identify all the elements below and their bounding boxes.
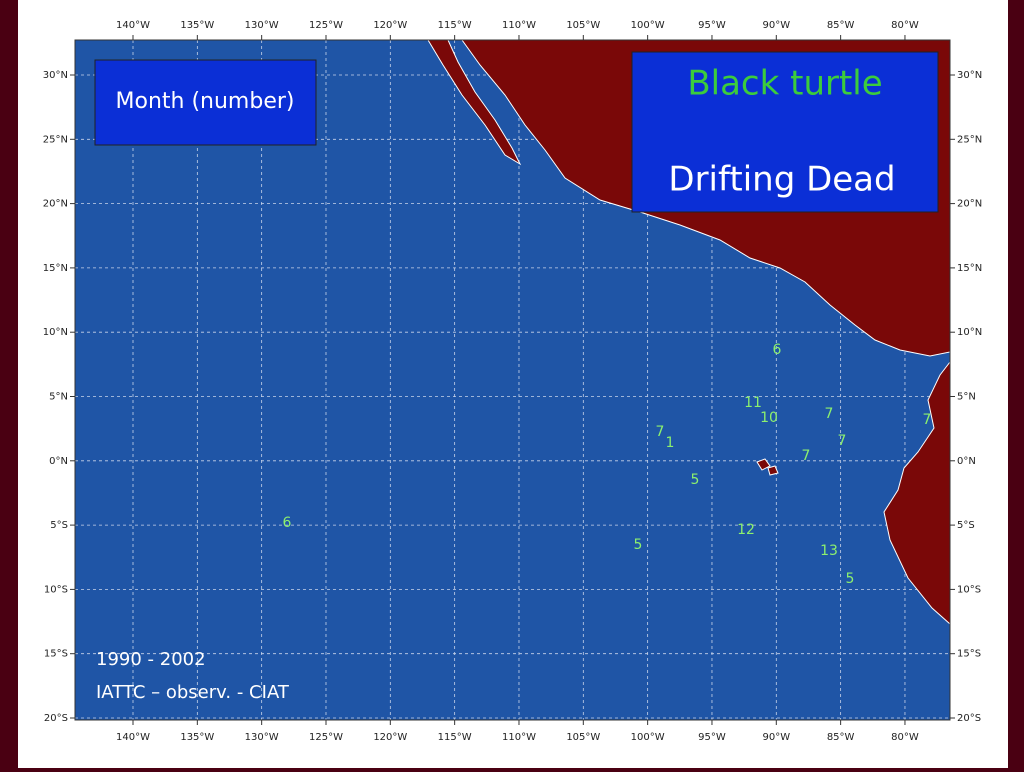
- map-border: [74, 39, 951, 721]
- south-america: [883, 360, 951, 626]
- lon-label: 80°W: [891, 20, 919, 31]
- baja-california: [427, 39, 522, 166]
- ticks: 140°W 140°W 135°W 135°W 130°W 130°W 125°W 125°W…: [43, 20, 982, 743]
- lon-label: 130°W: [245, 20, 279, 31]
- lat-label: 10°S: [44, 584, 68, 595]
- lat-label: 20°S: [957, 713, 981, 724]
- lon-label: 90°W: [762, 20, 790, 31]
- lon-label: 105°W: [566, 20, 600, 31]
- legend-box: [94, 59, 317, 146]
- month-marker: 11: [744, 395, 762, 411]
- lon-label: 135°W: [180, 20, 214, 31]
- lat-label: 10°S: [957, 584, 981, 595]
- lon-label: 95°W: [698, 732, 726, 743]
- lat-label: 25°N: [957, 134, 982, 145]
- footer-years: 1990 - 2002: [96, 649, 206, 670]
- lon-label: 125°W: [309, 20, 343, 31]
- month-marker: 5: [691, 472, 700, 488]
- lon-label: 115°W: [438, 20, 472, 31]
- lon-label: 90°W: [762, 732, 790, 743]
- month-marker: 6: [773, 342, 782, 358]
- lat-label: 10°N: [43, 327, 68, 338]
- title: Black turtle: [687, 64, 882, 104]
- title-box: [631, 51, 939, 213]
- lat-label: 10°N: [957, 327, 982, 338]
- lon-label: 140°W: [116, 20, 150, 31]
- lat-label: 15°S: [957, 649, 981, 660]
- lat-label: 20°S: [44, 713, 68, 724]
- lat-label: 15°S: [44, 649, 68, 660]
- lat-label: 5°N: [49, 392, 68, 403]
- lat-label: 0°N: [957, 456, 976, 467]
- lon-label: 135°W: [180, 732, 214, 743]
- lat-label: 30°N: [43, 70, 68, 81]
- lon-label: 125°W: [309, 732, 343, 743]
- month-marker: 13: [820, 543, 838, 559]
- month-marker: 6: [283, 515, 292, 531]
- lon-label: 110°W: [502, 732, 536, 743]
- legend-label: Month (number): [116, 89, 295, 114]
- lat-label: 0°N: [49, 456, 68, 467]
- lon-label: 120°W: [373, 732, 407, 743]
- galapagos: [756, 458, 771, 471]
- lon-label: 140°W: [116, 732, 150, 743]
- month-marker: 7: [802, 448, 811, 464]
- month-marker: 7: [825, 406, 834, 422]
- month-marker: 10: [760, 410, 778, 426]
- lat-label: 30°N: [957, 70, 982, 81]
- lon-label: 95°W: [698, 20, 726, 31]
- lat-label: 15°N: [43, 263, 68, 274]
- lat-label: 20°N: [957, 199, 982, 210]
- month-marker: 5: [846, 571, 855, 587]
- lat-label: 15°N: [957, 263, 982, 274]
- grid: [75, 40, 950, 720]
- lon-label: 105°W: [566, 732, 600, 743]
- lon-label: 85°W: [827, 20, 855, 31]
- galapagos: [767, 465, 779, 476]
- lat-label: 20°N: [43, 199, 68, 210]
- lat-label: 25°N: [43, 134, 68, 145]
- subtitle: Drifting Dead: [668, 160, 895, 200]
- month-marker: 5: [634, 537, 643, 553]
- lon-label: 80°W: [891, 732, 919, 743]
- month-marker: 7: [923, 412, 932, 428]
- lon-label: 85°W: [827, 732, 855, 743]
- month-marker: 1: [666, 435, 675, 451]
- month-marker: 7: [656, 424, 665, 440]
- lon-label: 115°W: [438, 732, 472, 743]
- month-marker: 12: [737, 522, 755, 538]
- lon-label: 120°W: [373, 20, 407, 31]
- lon-label: 100°W: [631, 732, 665, 743]
- lat-label: 5°S: [50, 520, 68, 531]
- lat-label: 5°N: [957, 392, 976, 403]
- lon-label: 110°W: [502, 20, 536, 31]
- month-marker: 7: [838, 433, 847, 449]
- lat-label: 5°S: [957, 520, 975, 531]
- lon-label: 100°W: [631, 20, 665, 31]
- lon-label: 130°W: [245, 732, 279, 743]
- footer-source: IATTC – observ. - CIAT: [96, 682, 290, 703]
